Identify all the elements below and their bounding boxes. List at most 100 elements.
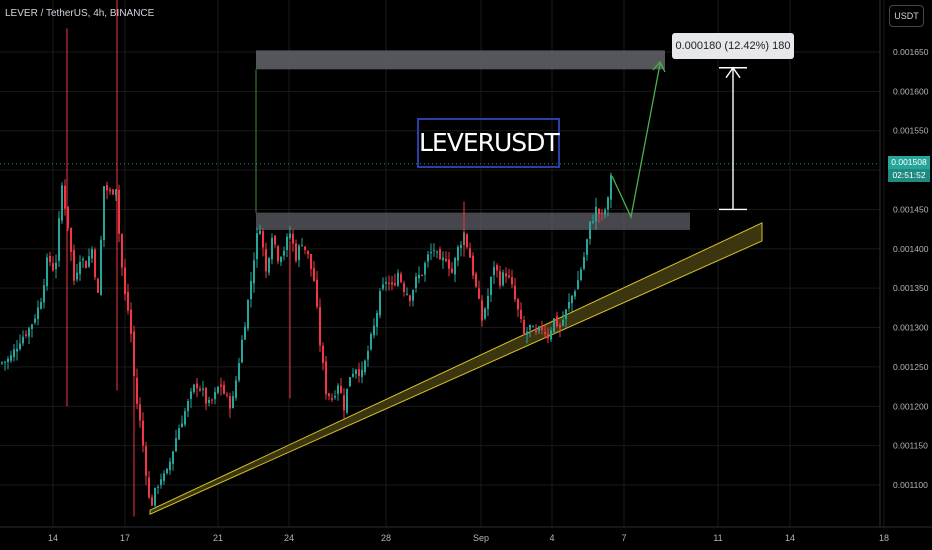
candle-down	[196, 377, 198, 398]
candle-body	[334, 395, 336, 398]
candle-up	[589, 221, 591, 245]
candle-up	[493, 261, 495, 285]
candle-body	[13, 349, 15, 357]
currency-button[interactable]: USDT	[889, 5, 924, 27]
candle-body	[115, 189, 117, 196]
candle-up	[250, 271, 252, 308]
candle-up	[355, 368, 357, 379]
candle-body	[598, 208, 600, 215]
candle-down	[556, 312, 558, 328]
candle-body	[562, 319, 564, 326]
candle-body	[529, 324, 531, 330]
candle-down	[343, 388, 345, 419]
x-tick-label: 4	[549, 533, 554, 543]
candle-body	[385, 282, 387, 284]
y-tick-label: 0.001200	[893, 401, 929, 411]
candle-body	[502, 272, 504, 286]
candle-up	[79, 255, 81, 281]
target-zone	[256, 50, 665, 70]
candle-down	[421, 274, 423, 277]
candle-down	[394, 273, 396, 287]
candle-down	[325, 356, 327, 400]
candle-body	[565, 309, 567, 320]
candle-down	[148, 471, 150, 500]
candle-up	[238, 357, 240, 383]
candle-down	[472, 252, 474, 280]
candle-body	[16, 348, 18, 352]
candle-down	[70, 227, 72, 262]
candle-body	[340, 386, 342, 393]
candle-up	[232, 391, 234, 409]
candle-down	[73, 244, 75, 286]
candle-up	[604, 207, 606, 219]
candle-body	[349, 377, 351, 387]
candle-body	[73, 250, 75, 281]
candle-up	[271, 233, 273, 265]
candle-up	[415, 272, 417, 293]
candle-body	[157, 486, 159, 488]
candle-up	[484, 307, 486, 321]
candle-body	[514, 285, 516, 300]
candle-down	[145, 441, 147, 486]
candle-up	[406, 287, 408, 296]
candle-up	[172, 450, 174, 471]
candle-up	[34, 314, 36, 325]
candle-down	[52, 256, 54, 272]
candle-body	[388, 282, 390, 284]
candle-up	[337, 383, 339, 401]
candle-down	[547, 327, 549, 344]
candle-down	[520, 302, 522, 323]
candle-body	[88, 256, 90, 267]
candle-down	[67, 206, 69, 232]
candle-up	[154, 487, 156, 510]
candle-up	[583, 252, 585, 271]
candle-body	[25, 334, 27, 336]
candle-up	[367, 345, 369, 367]
candle-down	[307, 250, 309, 259]
candle-body	[526, 331, 528, 335]
candle-down	[262, 228, 264, 257]
candle-body	[244, 326, 246, 340]
candle-up	[16, 339, 18, 361]
candle-down	[220, 377, 222, 396]
x-tick-label: 24	[284, 533, 294, 543]
candle-up	[607, 196, 609, 217]
y-tick-label: 0.001650	[893, 47, 929, 57]
candle-body	[547, 333, 549, 339]
candle-body	[475, 273, 477, 287]
candle-up	[184, 407, 186, 427]
candle-body	[328, 393, 330, 397]
candle-up	[370, 332, 372, 351]
candle-body	[55, 262, 57, 270]
candle-body	[556, 316, 558, 327]
candle-down	[226, 392, 228, 398]
candle-body	[130, 309, 132, 334]
candle-body	[436, 251, 438, 253]
y-tick-label: 0.001100	[893, 480, 928, 490]
candle-body	[76, 272, 78, 280]
candle-down	[331, 393, 333, 402]
candle-body	[574, 291, 576, 297]
candle-body	[325, 361, 327, 395]
candle-body	[454, 258, 456, 275]
candle-down	[451, 262, 453, 274]
candle-body	[178, 428, 180, 440]
candle-up	[181, 415, 183, 428]
candle-down	[64, 179, 66, 216]
candle-body	[64, 185, 66, 209]
x-tick-label: 7	[621, 533, 626, 543]
candle-up	[412, 289, 414, 307]
candle-body	[286, 236, 288, 251]
candle-down	[109, 187, 111, 195]
candle-up	[487, 288, 489, 317]
candle-up	[286, 233, 288, 258]
candle-up	[430, 243, 432, 260]
symbol-title[interactable]: LEVER / TetherUS, 4h, BINANCE	[5, 8, 155, 19]
candle-up	[382, 277, 384, 291]
candle-body	[400, 273, 402, 282]
candle-down	[199, 385, 201, 392]
candle-body	[415, 276, 417, 288]
candle-down	[523, 315, 525, 336]
resistance-zone	[256, 212, 690, 230]
